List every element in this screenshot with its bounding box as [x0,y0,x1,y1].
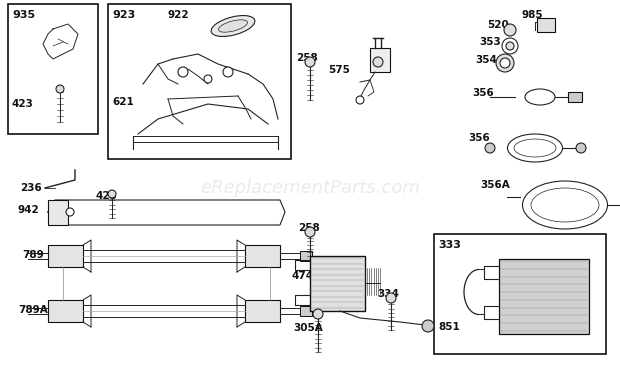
Bar [245,245,280,267]
Text: 922: 922 [168,10,190,20]
Text: 935: 935 [12,10,35,20]
Bar [370,48,390,72]
Text: 356A: 356A [480,180,510,190]
Circle shape [386,293,396,303]
Text: 305A: 305A [293,323,323,333]
Text: 354: 354 [475,55,497,65]
Circle shape [305,57,315,67]
Text: 333: 333 [438,240,461,250]
Ellipse shape [523,181,608,229]
Bar [310,256,365,311]
Bar [300,306,312,316]
Ellipse shape [525,89,555,105]
Circle shape [373,57,383,67]
Text: 258: 258 [298,223,320,233]
Circle shape [223,67,233,77]
Circle shape [500,58,510,68]
Text: 575: 575 [328,65,350,75]
Bar [48,245,83,267]
Circle shape [204,75,212,83]
Circle shape [502,38,518,54]
Text: 334: 334 [377,289,399,299]
Bar [48,200,68,225]
Text: 520: 520 [487,20,509,30]
Circle shape [504,24,516,36]
Circle shape [506,42,514,50]
Polygon shape [48,200,285,225]
Text: eReplacementParts.com: eReplacementParts.com [200,179,420,197]
Bar [8,4,98,134]
Circle shape [108,190,116,198]
Polygon shape [63,245,270,261]
Ellipse shape [218,20,247,32]
Circle shape [496,54,514,72]
Bar [568,92,582,102]
Text: 236: 236 [20,183,42,193]
Ellipse shape [508,134,562,162]
Ellipse shape [514,139,556,157]
Circle shape [66,208,74,216]
Text: 353: 353 [479,37,501,47]
Text: 423: 423 [95,191,117,201]
Bar [537,18,555,32]
Circle shape [56,85,64,93]
Text: 621: 621 [112,97,134,107]
Bar [245,300,280,322]
Circle shape [422,320,434,332]
Text: 923: 923 [112,10,135,20]
Text: 356: 356 [468,133,490,143]
Text: 851: 851 [438,322,460,332]
Bar [108,4,291,159]
Circle shape [178,67,188,77]
Circle shape [356,96,364,104]
Text: 942: 942 [18,205,40,215]
Text: 985: 985 [522,10,544,20]
Bar [434,234,606,354]
Text: 258: 258 [296,53,317,63]
Text: 356: 356 [472,88,494,98]
Bar [300,251,312,261]
Bar [499,259,589,334]
Text: 789A: 789A [18,305,48,315]
Circle shape [305,227,315,237]
Text: 423: 423 [12,99,34,109]
Bar [48,300,83,322]
Polygon shape [63,300,270,316]
Text: 474: 474 [292,271,314,281]
Text: 789: 789 [22,250,44,260]
Ellipse shape [531,188,599,222]
Ellipse shape [211,15,255,37]
Circle shape [313,309,323,319]
Circle shape [576,143,586,153]
Circle shape [485,143,495,153]
